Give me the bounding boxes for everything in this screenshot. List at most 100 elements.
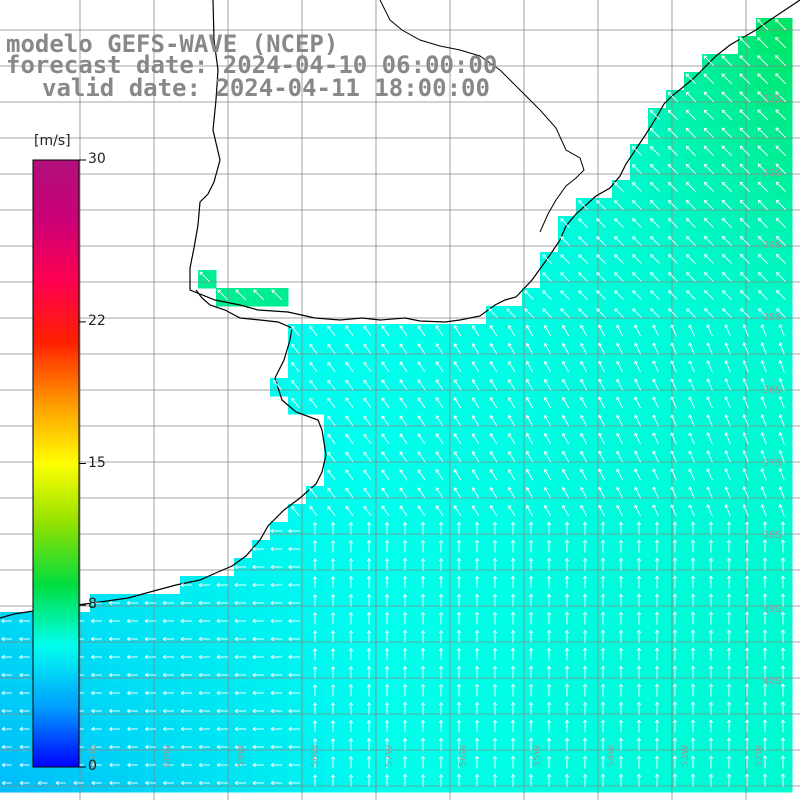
wind-arrow [780,701,786,715]
wind-arrow [636,575,642,589]
wind-arrow [198,582,211,588]
wind-arrow [312,576,318,589]
wind-arrow [417,433,426,445]
wind-arrow [507,324,516,337]
wind-arrow [327,469,336,480]
wind-arrow [288,780,301,786]
wind-arrow [312,666,318,679]
wind-arrow [180,744,193,750]
wind-arrow [312,738,318,751]
wind-arrow [381,433,390,445]
wind-arrow [760,414,767,427]
wind-arrow [742,360,749,373]
wind-arrow [91,780,102,786]
wind-arrow [438,683,444,697]
wind-arrow [703,127,714,138]
wind-arrow [780,611,786,625]
wind-arrow [760,342,767,355]
wind-arrow [546,647,552,661]
wind-arrow [760,324,767,337]
wind-arrow [453,505,462,517]
wind-arrow [1,780,12,786]
wind-arrow [489,325,498,337]
wind-arrow [600,647,606,661]
wind-arrow [348,738,354,751]
wind-arrow [438,557,444,571]
wind-arrow [19,780,30,786]
wind-arrow [596,290,606,300]
wind-arrow [703,109,715,121]
wind-arrow [420,647,426,661]
wind-arrow [780,737,786,751]
wind-arrow [634,342,641,355]
wind-arrow [270,708,283,714]
wind-arrow [722,308,732,318]
wind-arrow [309,361,318,372]
wind-arrow [598,450,605,463]
wind-arrow [312,702,318,715]
wind-arrow [180,636,193,642]
wind-arrow [672,521,678,535]
wind-arrow [489,451,498,463]
wind-arrow [345,343,354,354]
colorbar-bar [32,159,80,768]
wind-arrow [435,343,444,355]
wind-arrow [726,665,732,679]
wind-arrow [600,539,606,553]
wind-arrow [654,701,660,715]
wind-arrow [363,379,372,390]
wind-arrow [634,414,641,427]
wind-arrow [510,647,516,661]
wind-arrow [762,611,768,625]
wind-arrow [778,342,785,355]
wind-arrow [652,324,659,337]
wind-arrow [704,236,714,246]
wind-arrow [582,557,588,571]
wind-arrow [363,325,372,336]
wind-arrow [634,324,641,337]
wind-arrow [363,469,372,480]
wind-arrow [580,486,588,499]
wind-arrow [562,450,570,463]
wind-arrow [198,690,211,696]
wind-arrow [688,504,695,517]
wind-arrow [420,773,426,787]
wind-arrow [775,19,787,31]
wind-arrow [417,325,426,337]
wind-arrow [252,744,265,750]
longitude-label: 56W [458,745,469,768]
wind-arrow [471,379,480,391]
wind-arrow [127,762,138,768]
wind-arrow [618,539,624,553]
wind-arrow [632,308,642,318]
wind-arrow [199,271,211,283]
wind-arrow [291,325,300,336]
wind-arrow [384,575,390,589]
wind-arrow [757,91,769,103]
wind-arrow [757,181,769,193]
wind-arrow [757,235,768,246]
wind-arrow [708,647,714,661]
wind-arrow [438,755,444,769]
wind-arrow [726,557,732,571]
wind-arrow [330,702,336,715]
wind-arrow [471,415,480,427]
wind-arrow [492,611,498,625]
wind-arrow [528,629,534,643]
wind-arrow [1,744,12,750]
longitude-label: 60W [162,745,173,768]
wind-arrow [632,218,642,228]
colorbar-unit-label: [m/s] [34,133,71,149]
wind-arrow [742,396,749,409]
wind-arrow [650,182,660,192]
wind-arrow [471,451,480,463]
wind-arrow [37,780,48,786]
wind-arrow [634,396,641,409]
latitude-label: 38S [762,530,781,541]
wind-arrow [650,218,660,228]
wind-arrow [780,539,786,553]
wind-arrow [546,575,552,589]
wind-arrow [618,593,624,607]
wind-arrow [744,701,750,715]
wind-arrow [420,521,426,535]
